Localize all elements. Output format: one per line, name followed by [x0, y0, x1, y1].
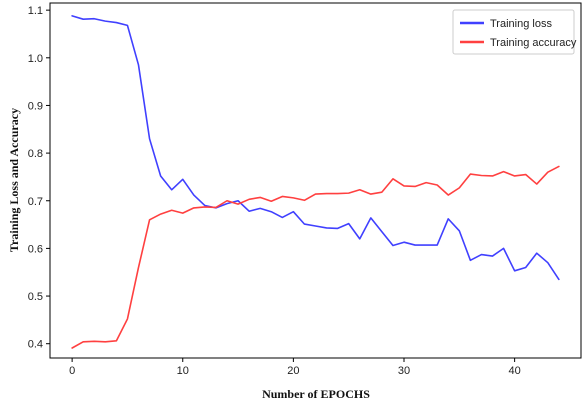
series-line-training-accuracy [71, 165, 560, 349]
plot-frame [49, 2, 582, 359]
y-tick-label: 0.7 [28, 196, 43, 208]
y-tick-label: 0.5 [28, 291, 43, 303]
y-axis-title: Training Loss and Accuracy [7, 108, 21, 252]
x-tick-label: 20 [287, 365, 299, 377]
y-tick-label: 1.1 [28, 5, 43, 17]
x-tick-label: 30 [398, 365, 410, 377]
ticks-layer: 0 10 20 30 40 0.4 0.5 0.6 0.7 0.8 0.9 1.0 1.1 [28, 5, 521, 377]
series-line-training-loss [71, 15, 560, 281]
lines-layer [71, 15, 560, 349]
y-tick-label: 0.4 [28, 339, 43, 351]
x-tick-label: 0 [69, 365, 75, 377]
x-tick-label: 10 [177, 365, 189, 377]
y-tick-label: 1.0 [28, 53, 43, 65]
x-axis-title: Number of EPOCHS [262, 387, 370, 401]
legend: Training loss Training accuracy [452, 9, 577, 55]
y-tick-label: 0.6 [28, 243, 43, 255]
legend-label-training-loss: Training loss [490, 18, 552, 30]
y-tick-label: 0.8 [28, 148, 43, 160]
legend-label-training-accuracy: Training accuracy [490, 37, 577, 49]
x-tick-label: 40 [509, 365, 521, 377]
y-tick-label: 0.9 [28, 100, 43, 112]
